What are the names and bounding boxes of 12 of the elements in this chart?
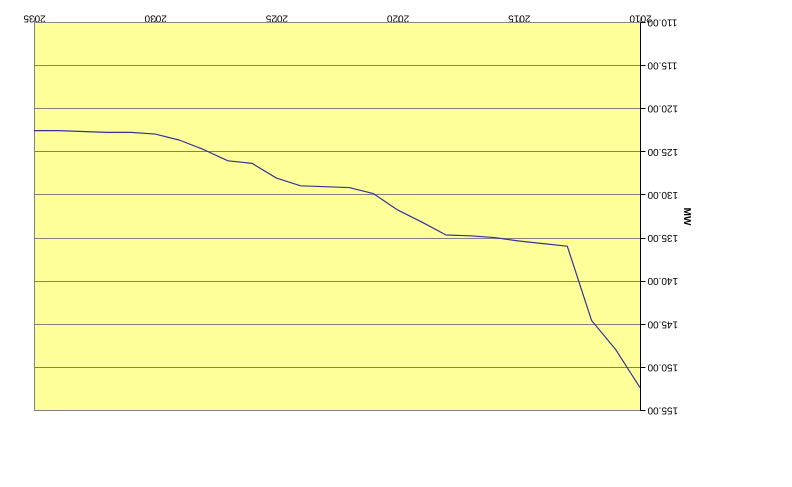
y-tick-label: 130.00: [647, 188, 678, 200]
line-series: [33, 130, 641, 388]
y-tick-label: 155.00: [647, 404, 678, 416]
y-tick-label: 150.00: [647, 361, 678, 372]
y-tick-label: 125.00: [647, 146, 678, 157]
y-tick-label: 140.00: [647, 275, 678, 286]
y-tick-label: 145.00: [647, 318, 678, 330]
y-axis-title: MW: [681, 208, 692, 226]
y-tick-label: 115.00: [647, 60, 678, 71]
x-tick-label: 2035: [22, 12, 46, 24]
y-tick-label: 120.00: [647, 102, 678, 114]
y-tick-label: 135.00: [647, 232, 678, 244]
